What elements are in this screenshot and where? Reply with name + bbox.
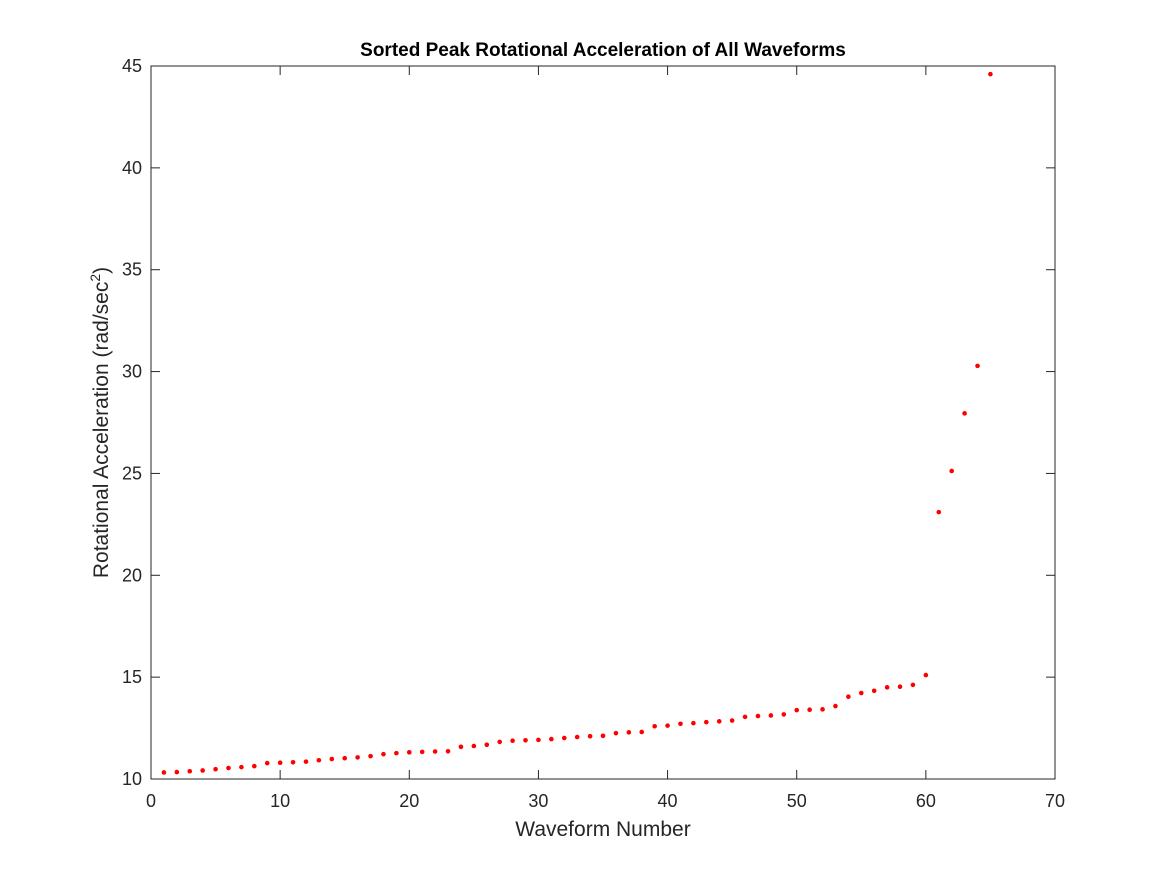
data-point — [962, 411, 967, 416]
data-point — [897, 684, 903, 690]
x-tick-label: 30 — [528, 791, 548, 811]
data-point — [419, 749, 425, 755]
data-point — [587, 733, 593, 739]
data-point — [923, 672, 929, 678]
data-point — [226, 765, 231, 771]
data-point — [975, 363, 980, 369]
data-point — [277, 760, 283, 766]
data-point — [445, 748, 451, 754]
data-point — [716, 719, 722, 724]
data-point — [884, 685, 890, 690]
y-tick-label: 25 — [122, 463, 142, 483]
data-point — [691, 720, 696, 726]
data-point — [768, 713, 774, 718]
data-point — [174, 769, 180, 775]
x-tick-label: 40 — [658, 791, 678, 811]
y-tick-label: 20 — [122, 565, 142, 585]
data-point — [910, 682, 916, 688]
x-tick-label: 0 — [146, 791, 156, 811]
data-point — [484, 742, 490, 748]
data-point — [213, 766, 218, 772]
data-point — [355, 755, 360, 760]
data-point — [794, 707, 800, 713]
x-tick-label: 20 — [399, 791, 419, 811]
data-point — [406, 750, 412, 755]
data-point — [858, 690, 864, 696]
data-point — [510, 738, 515, 744]
y-axis-label: Rotational Acceleration (rad/sec2) — [87, 267, 113, 578]
data-point — [523, 737, 528, 743]
data-point — [665, 723, 670, 728]
data-point — [458, 744, 464, 750]
data-point — [652, 723, 657, 729]
data-point — [432, 749, 438, 754]
data-point — [704, 719, 709, 725]
data-point — [820, 707, 825, 712]
data-point — [264, 760, 270, 766]
y-tick-label: 30 — [122, 362, 142, 382]
data-point — [549, 736, 554, 742]
data-point — [871, 688, 877, 694]
data-point — [600, 733, 606, 739]
data-point — [316, 757, 322, 763]
data-point — [252, 763, 257, 769]
data-point — [807, 707, 812, 713]
chart-title: Sorted Peak Rotational Acceleration of A… — [360, 40, 846, 61]
data-point — [678, 721, 683, 727]
data-points — [161, 71, 993, 775]
data-point — [394, 750, 399, 756]
y-tick-label: 40 — [122, 158, 142, 178]
data-point — [497, 739, 502, 745]
data-point — [239, 764, 244, 770]
y-axis-label-text: Rotational Acceleration (rad/sec — [90, 282, 113, 579]
data-point — [613, 730, 619, 736]
data-point — [290, 759, 296, 765]
y-axis-label-suffix: ) — [90, 267, 113, 274]
data-point — [561, 735, 567, 741]
x-tick-label: 10 — [270, 791, 290, 811]
data-point — [729, 718, 735, 723]
data-point — [471, 743, 477, 749]
axes-box — [150, 65, 1056, 780]
x-axis-label: Waveform Number — [515, 818, 690, 841]
y-tick-label: 35 — [122, 260, 142, 280]
data-point — [303, 759, 309, 764]
data-point — [949, 468, 954, 474]
y-axis-label-superscript: 2 — [87, 274, 103, 282]
data-point — [574, 734, 580, 740]
x-tick-label: 50 — [787, 791, 807, 811]
data-point — [781, 712, 787, 717]
y-tick-label: 10 — [122, 769, 142, 789]
data-point — [536, 737, 541, 743]
x-tick-label: 70 — [1045, 791, 1065, 811]
data-point — [846, 694, 851, 699]
data-point — [161, 770, 167, 775]
data-point — [381, 751, 386, 757]
data-point — [742, 714, 748, 720]
data-point — [342, 755, 348, 761]
y-tick-label: 45 — [122, 56, 142, 76]
data-point — [755, 713, 761, 719]
data-point — [187, 768, 193, 774]
data-point — [639, 729, 645, 735]
data-point — [368, 753, 373, 759]
data-point — [626, 730, 632, 735]
data-point — [329, 756, 335, 762]
x-tick-label: 60 — [916, 791, 936, 811]
data-point — [833, 703, 838, 709]
data-point — [988, 71, 993, 77]
y-tick-label: 15 — [122, 667, 142, 687]
data-point — [936, 509, 942, 515]
data-point — [200, 768, 205, 773]
